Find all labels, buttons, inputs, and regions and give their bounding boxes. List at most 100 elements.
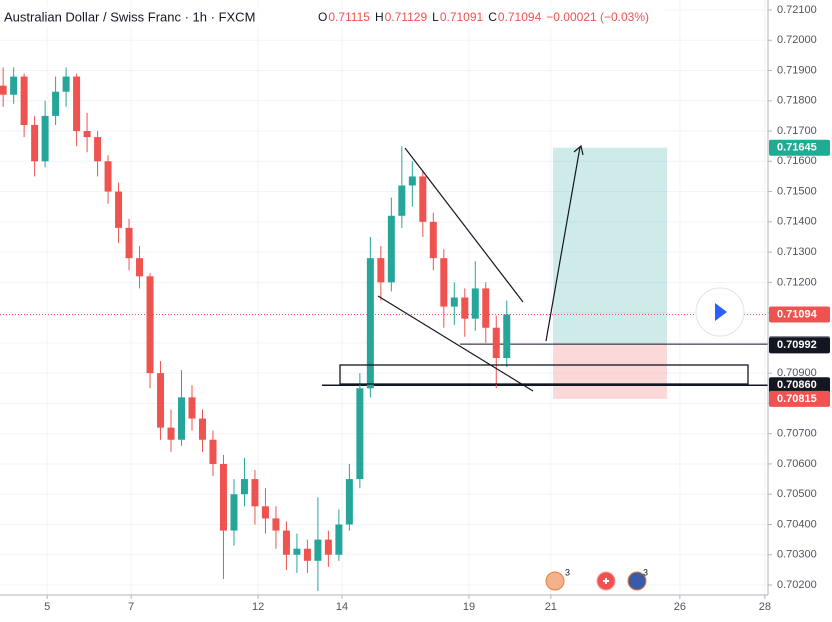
- candle-body: [387, 215, 395, 283]
- candle-body: [282, 530, 290, 555]
- ohlc-key: L: [432, 10, 439, 24]
- price-label-bg: [769, 306, 830, 323]
- ohlc-value: 0.71094: [498, 10, 542, 24]
- play-button[interactable]: [695, 287, 745, 337]
- y-tick-label: 0.71500: [777, 185, 817, 197]
- y-tick-label: 0.71400: [777, 216, 817, 228]
- candle-body: [440, 258, 448, 307]
- candle-body: [167, 427, 175, 440]
- y-tick-label: 0.70200: [777, 579, 817, 591]
- x-tick-label: 12: [252, 601, 264, 613]
- candle-body: [115, 191, 123, 228]
- ohlc-key: C: [488, 10, 497, 24]
- candle-body: [20, 76, 28, 125]
- price-labels: 0.716450.710940.709960.709920.708600.708…: [769, 139, 830, 407]
- ohlc-value: 0.71091: [440, 10, 484, 24]
- candle-body: [461, 297, 469, 319]
- play-icon[interactable]: [715, 303, 727, 321]
- y-tick-label: 0.70500: [777, 488, 817, 500]
- candle-body: [94, 137, 102, 162]
- y-tick-label: 0.72100: [777, 4, 817, 16]
- candle-body: [188, 397, 196, 419]
- candle-body: [41, 115, 49, 162]
- y-tick-label: 0.71300: [777, 246, 817, 258]
- candle-body: [73, 76, 81, 132]
- candle-body: [198, 418, 206, 440]
- y-tick-label: 0.71900: [777, 64, 817, 76]
- candle-body: [230, 494, 238, 531]
- price-label-bg: [769, 390, 830, 407]
- y-tick-label: 0.70900: [777, 367, 817, 379]
- price-label: 0.71645: [777, 142, 817, 154]
- candle-body: [157, 373, 165, 428]
- axes: 0.70200 0.70300 0.70400 0.70500 0.70600 0.707…: [44, 4, 817, 613]
- price-change: −0.00021 (−0.03%): [546, 10, 649, 24]
- zone-rectangle: [339, 364, 749, 385]
- y-tick-label: 0.70300: [777, 549, 817, 561]
- candle-body: [366, 258, 374, 389]
- x-tick-label: 14: [336, 601, 348, 613]
- candle-body: [408, 176, 416, 186]
- candle-body: [209, 439, 217, 464]
- candle-body: [10, 76, 18, 95]
- event-count: 3: [565, 567, 570, 577]
- x-tick-label: 26: [674, 601, 686, 613]
- candle-body: [419, 176, 427, 222]
- event-icon[interactable]: [627, 571, 647, 591]
- event-icons: 3 3: [545, 567, 648, 591]
- y-tick-label: 0.71700: [777, 125, 817, 137]
- candle-body: [240, 479, 248, 495]
- candle-body: [83, 131, 91, 138]
- event-icon[interactable]: [545, 571, 565, 591]
- trend-line: [377, 295, 534, 392]
- candle-body: [261, 506, 269, 519]
- ohlc-key: O: [318, 10, 327, 24]
- candle-body: [314, 539, 322, 561]
- time-axis: [0, 595, 832, 622]
- candle-body: [345, 479, 353, 525]
- candle-body: [492, 327, 500, 359]
- price-label: 0.71094: [777, 308, 818, 320]
- header: Australian Dollar / Swiss Franc · 1h · F…: [0, 6, 665, 28]
- price-label-bg: [769, 139, 830, 156]
- candle-body: [303, 548, 311, 561]
- y-tick-label: 0.70400: [777, 518, 817, 530]
- x-tick-label: 19: [463, 601, 475, 613]
- candle-body: [125, 227, 133, 259]
- candle-body: [272, 518, 280, 531]
- y-tick-label: 0.71200: [777, 276, 817, 288]
- candle-body: [377, 258, 385, 283]
- header-bg: [0, 6, 665, 28]
- candle-body: [503, 314, 511, 359]
- candle-body: [146, 276, 154, 374]
- candle-body: [482, 288, 490, 328]
- y-tick-label: 0.70700: [777, 428, 817, 440]
- x-tick-label: 5: [44, 601, 50, 613]
- candle-body: [219, 463, 227, 531]
- candle-body: [324, 539, 332, 555]
- candle-body: [471, 288, 479, 319]
- drawings: [0, 147, 768, 399]
- ohlc-value: 0.71129: [385, 10, 428, 24]
- price-label: 0.70860: [777, 379, 817, 391]
- price-label-bg: [769, 337, 830, 354]
- y-tick-label: 0.71800: [777, 95, 817, 107]
- trend-line: [404, 147, 524, 303]
- arrow-line: [545, 146, 581, 342]
- candle-body: [178, 397, 186, 440]
- symbol-title: Australian Dollar / Swiss Franc · 1h · F…: [4, 9, 255, 24]
- event-symbol: [603, 578, 609, 584]
- x-tick-label: 28: [759, 601, 771, 613]
- candle-body: [0, 85, 7, 95]
- trend-tools: [339, 144, 749, 392]
- candle-body: [52, 91, 60, 116]
- candle-body: [251, 479, 259, 507]
- y-tick-label: 0.70600: [777, 458, 817, 470]
- candle-body: [62, 76, 70, 92]
- event-count: 3: [643, 567, 648, 577]
- y-tick-label: 0.72000: [777, 34, 817, 46]
- candle-body: [450, 297, 458, 307]
- candle-body: [293, 548, 301, 555]
